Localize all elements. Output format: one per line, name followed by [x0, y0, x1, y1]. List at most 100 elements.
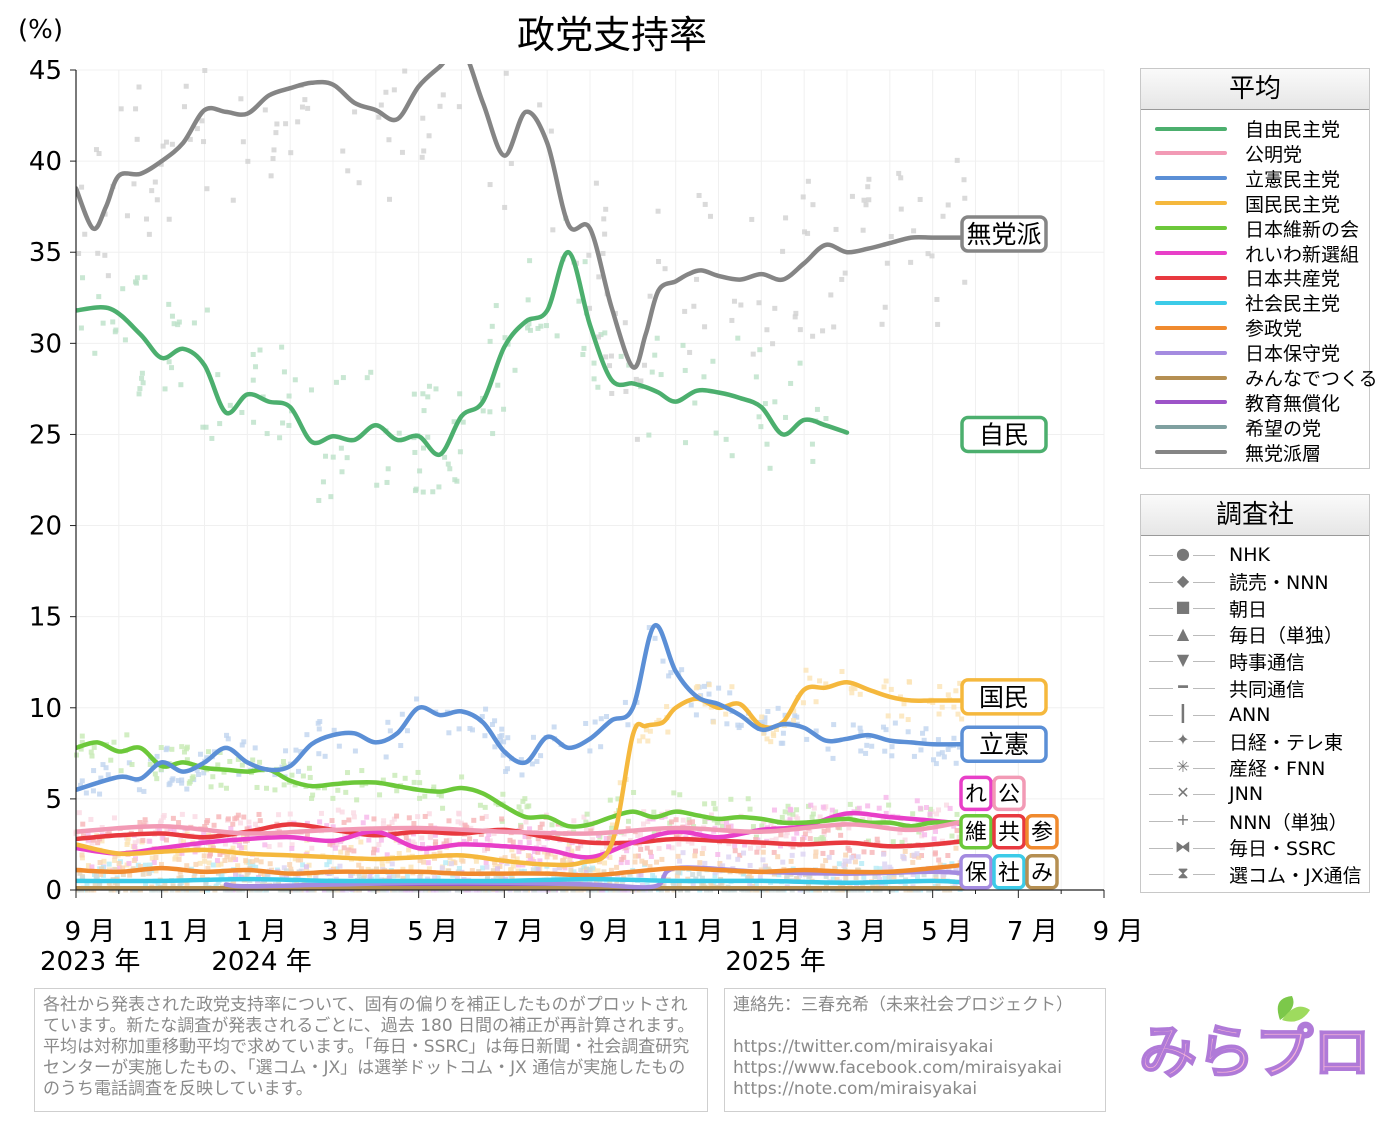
survey-point — [428, 823, 434, 829]
survey-point — [257, 347, 263, 353]
survey-point — [251, 419, 257, 425]
survey-point — [289, 842, 295, 848]
survey-point — [830, 876, 836, 882]
survey-point — [859, 860, 865, 866]
survey-point — [523, 819, 529, 825]
survey-point — [917, 805, 923, 811]
survey-point — [162, 881, 168, 887]
survey-point — [227, 857, 233, 863]
survey-point — [432, 842, 438, 848]
survey-point — [791, 708, 797, 714]
survey-point — [136, 84, 142, 90]
survey-point — [183, 83, 189, 89]
small-party-label: 共 — [992, 813, 1026, 850]
survey-point — [351, 810, 357, 816]
survey-point — [624, 859, 630, 865]
survey-point — [225, 852, 231, 858]
survey-point — [461, 838, 467, 844]
survey-point — [330, 795, 336, 801]
contact-title: 連絡先：三春充希（未来社会プロジェクト） — [733, 995, 1073, 1015]
survey-point — [76, 250, 82, 256]
survey-point — [132, 840, 138, 846]
contact-link-facebook[interactable]: https://www.facebook.com/miraisyakai — [733, 1058, 1063, 1078]
survey-point — [839, 668, 845, 674]
survey-point — [782, 712, 788, 718]
survey-point — [324, 823, 330, 829]
survey-point — [720, 863, 726, 869]
survey-point — [120, 865, 126, 871]
survey-point — [492, 744, 498, 750]
survey-point — [378, 102, 384, 108]
survey-point — [364, 814, 370, 820]
survey-point — [184, 744, 190, 750]
survey-point — [230, 821, 236, 827]
survey-point — [181, 104, 187, 110]
survey-point — [286, 393, 292, 399]
end-label-text: 無党派 — [966, 220, 1041, 249]
survey-point — [922, 832, 928, 838]
survey-point — [457, 449, 463, 455]
survey-point — [492, 718, 498, 724]
axes: 0 5 10 15 20 25 30 35 40 45 9 月 11 月 1 月 3 月 5 月 7 月 9 月… — [29, 56, 1144, 977]
survey-point — [364, 375, 370, 381]
survey-point — [445, 461, 451, 467]
survey-point — [710, 719, 716, 725]
series-line — [76, 64, 970, 370]
survey-point — [625, 722, 631, 728]
survey-point — [770, 731, 776, 737]
logo-text: みらプロ — [1140, 1018, 1370, 1085]
survey-point — [666, 844, 672, 850]
survey-point — [525, 325, 531, 331]
survey-point — [316, 751, 322, 757]
source-label: 毎日（単独） — [1229, 625, 1344, 648]
survey-point — [717, 860, 723, 866]
survey-point — [933, 874, 939, 880]
survey-point — [456, 104, 462, 110]
survey-point — [309, 845, 315, 851]
survey-point — [96, 151, 102, 157]
survey-point — [555, 874, 561, 880]
survey-point — [548, 851, 554, 857]
survey-point — [178, 382, 184, 388]
survey-point — [873, 865, 879, 871]
source-marker-icon: ▼ — [1149, 649, 1215, 672]
survey-point — [647, 849, 653, 855]
survey-point — [245, 158, 251, 164]
survey-point — [875, 882, 881, 888]
small-label-text: 公 — [998, 782, 1020, 807]
survey-point — [336, 743, 342, 749]
x-tick-label: 5 月 — [407, 917, 458, 947]
end-label-box — [960, 725, 1048, 763]
contact-link-note[interactable]: https://note.com/miraisyakai — [733, 1079, 978, 1099]
contact-link-twitter[interactable]: https://twitter.com/miraisyakai — [733, 1037, 994, 1057]
survey-point — [487, 838, 493, 844]
survey-point — [238, 820, 244, 826]
survey-point — [202, 67, 208, 73]
survey-point — [208, 784, 214, 790]
survey-point — [292, 377, 298, 383]
legend-item: 日本維新の会 — [1141, 216, 1359, 241]
survey-point — [351, 848, 357, 854]
survey-point — [277, 435, 283, 441]
survey-point — [530, 734, 536, 740]
survey-point — [209, 435, 215, 441]
survey-point — [702, 701, 708, 707]
survey-point — [502, 335, 508, 341]
survey-point — [888, 686, 894, 692]
legend-item: 教育無償化 — [1141, 390, 1340, 415]
survey-point — [649, 369, 655, 375]
survey-point — [583, 819, 589, 825]
survey-point — [701, 374, 707, 380]
survey-point — [820, 863, 826, 869]
survey-point — [849, 193, 855, 199]
survey-point — [249, 859, 255, 865]
survey-point — [916, 854, 922, 860]
survey-point — [169, 141, 175, 147]
source-item: ✳ 産経・FNN — [1141, 755, 1325, 781]
legend-label: 自由民主党 — [1245, 119, 1341, 141]
survey-point — [151, 859, 157, 865]
survey-point — [258, 859, 264, 865]
x-tick-label: 7 月 — [493, 917, 544, 947]
survey-point — [729, 453, 735, 459]
source-label: NNN（単独） — [1229, 811, 1348, 834]
